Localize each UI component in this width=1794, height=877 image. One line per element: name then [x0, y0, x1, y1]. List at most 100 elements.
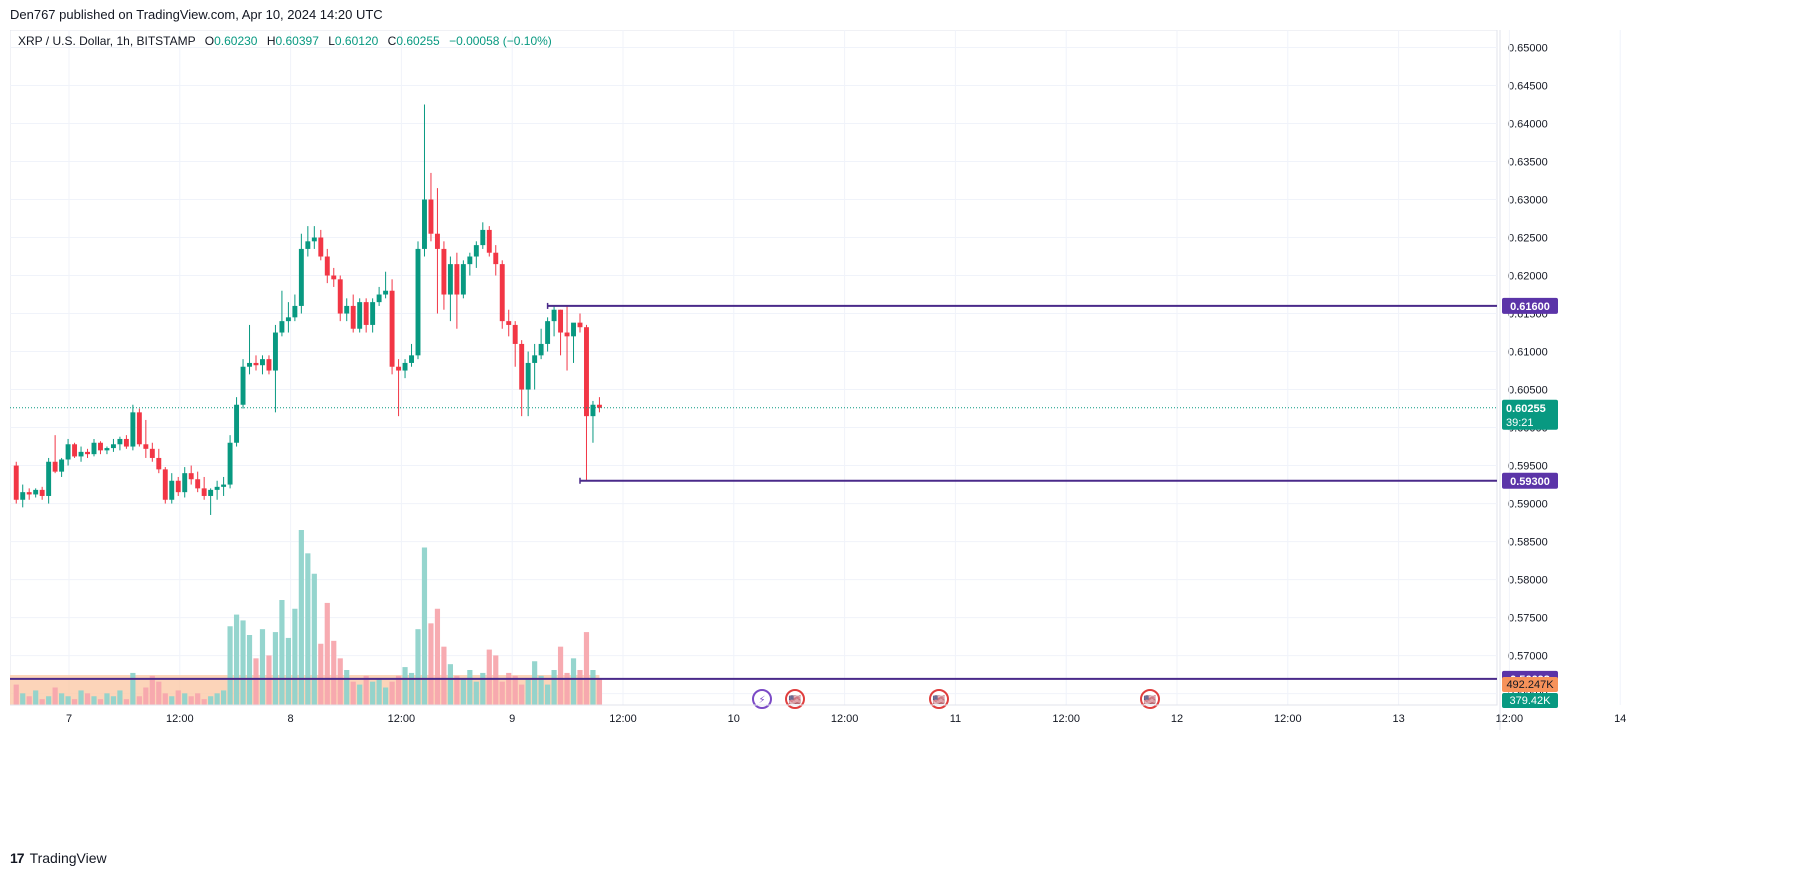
candle-body[interactable] [577, 322, 583, 328]
candle-body[interactable] [247, 362, 252, 367]
candle-body[interactable] [402, 362, 408, 371]
candle-body[interactable] [227, 442, 233, 485]
candle-body[interactable] [298, 248, 304, 306]
candle-body[interactable] [409, 355, 414, 363]
us-flag-event-icon[interactable] [929, 689, 949, 709]
candle-body[interactable] [78, 451, 84, 457]
candle-body[interactable] [441, 248, 447, 295]
candle-body[interactable] [156, 457, 162, 470]
candle-body[interactable] [383, 290, 389, 295]
candle-body[interactable] [337, 279, 343, 314]
candle-body[interactable] [344, 305, 350, 314]
volume-bar [512, 675, 518, 705]
candle-body[interactable] [519, 343, 525, 390]
candle-body[interactable] [240, 366, 246, 405]
candle-body[interactable] [65, 444, 71, 460]
candle-body[interactable] [201, 488, 207, 496]
candle-body[interactable] [357, 302, 363, 329]
candle-body[interactable] [460, 264, 466, 295]
candle-body[interactable] [467, 256, 473, 265]
candle-body[interactable] [318, 237, 324, 257]
candle-body[interactable] [136, 412, 142, 445]
candle-body[interactable] [285, 317, 291, 322]
candle-body[interactable] [525, 362, 531, 390]
candle-body[interactable] [266, 359, 272, 371]
candle-body[interactable] [434, 233, 440, 249]
candle-body[interactable] [143, 444, 149, 449]
candle-body[interactable] [117, 438, 123, 445]
candle-body[interactable] [564, 332, 570, 337]
candle-body[interactable] [279, 321, 285, 333]
candle-body[interactable] [85, 451, 90, 455]
candle-body[interactable] [182, 473, 188, 493]
candle-body[interactable] [208, 489, 214, 496]
candle-body[interactable] [538, 343, 544, 356]
lightning-event-icon[interactable] [752, 689, 772, 709]
candle-body[interactable] [331, 275, 337, 280]
candle-body[interactable] [221, 484, 227, 487]
candle-body[interactable] [545, 321, 551, 344]
candle-body[interactable] [486, 229, 492, 253]
candle-body[interactable] [253, 362, 259, 366]
candle-body[interactable] [39, 489, 45, 496]
footer-brand[interactable]: 17 TradingView [10, 850, 107, 866]
candle-body[interactable] [447, 264, 453, 295]
candle-body[interactable] [512, 324, 518, 344]
candle-body[interactable] [396, 366, 402, 371]
candle-body[interactable] [305, 241, 311, 249]
candle-body[interactable] [130, 412, 136, 447]
candle-body[interactable] [234, 404, 240, 443]
candle-body[interactable] [428, 199, 434, 234]
candle-body[interactable] [415, 248, 421, 356]
candle-body[interactable] [389, 290, 395, 367]
candle-body[interactable] [506, 321, 512, 325]
candle-body[interactable] [454, 264, 460, 295]
volume-bar [337, 658, 343, 705]
candle-body[interactable] [363, 302, 369, 325]
candle-body[interactable] [350, 305, 356, 329]
us-flag-event-icon[interactable] [1140, 689, 1160, 709]
candle-body[interactable] [584, 327, 589, 417]
candle-body[interactable] [52, 461, 58, 472]
candle-body[interactable] [162, 469, 168, 500]
candle-body[interactable] [571, 322, 576, 337]
candle-body[interactable] [480, 229, 486, 246]
candle-body[interactable] [551, 309, 557, 322]
candle-body[interactable] [311, 237, 317, 242]
candle-body[interactable] [422, 199, 427, 249]
candle-body[interactable] [169, 480, 175, 500]
candle-body[interactable] [376, 294, 382, 303]
candle-body[interactable] [91, 442, 97, 455]
candle-body[interactable] [175, 480, 181, 493]
candle-body[interactable] [292, 305, 298, 318]
candle-body[interactable] [123, 438, 129, 447]
candle-body[interactable] [110, 444, 116, 449]
candle-body[interactable] [596, 404, 602, 408]
candle-body[interactable] [72, 444, 78, 457]
candle-body[interactable] [46, 461, 52, 496]
candle-body[interactable] [104, 448, 110, 451]
candle-body[interactable] [558, 309, 564, 333]
candle-body[interactable] [26, 492, 32, 495]
candle-body[interactable] [149, 448, 155, 458]
candle-body[interactable] [13, 465, 19, 500]
candle-body[interactable] [493, 252, 499, 265]
candle-body[interactable] [59, 459, 65, 472]
candle-body[interactable] [188, 473, 194, 480]
candle-body[interactable] [590, 404, 596, 417]
candle-body[interactable] [272, 332, 278, 371]
candle-body[interactable] [260, 359, 265, 366]
candle-body[interactable] [214, 486, 220, 490]
us-flag-event-icon[interactable] [785, 689, 805, 709]
chart-area[interactable]: 0.65000 0.64500 0.64000 0.63500 0.63000 0.625… [10, 30, 1772, 850]
candle-body[interactable] [20, 492, 26, 500]
candle-body[interactable] [532, 355, 538, 363]
candle-body[interactable] [195, 479, 201, 489]
candle-body[interactable] [33, 489, 39, 495]
symbol-title[interactable]: XRP / U.S. Dollar, 1h, BITSTAMP [18, 34, 196, 48]
candle-body[interactable] [324, 256, 330, 276]
candle-body[interactable] [98, 442, 103, 451]
candle-body[interactable] [473, 245, 479, 257]
candle-body[interactable] [499, 264, 505, 322]
candle-body[interactable] [370, 302, 376, 325]
